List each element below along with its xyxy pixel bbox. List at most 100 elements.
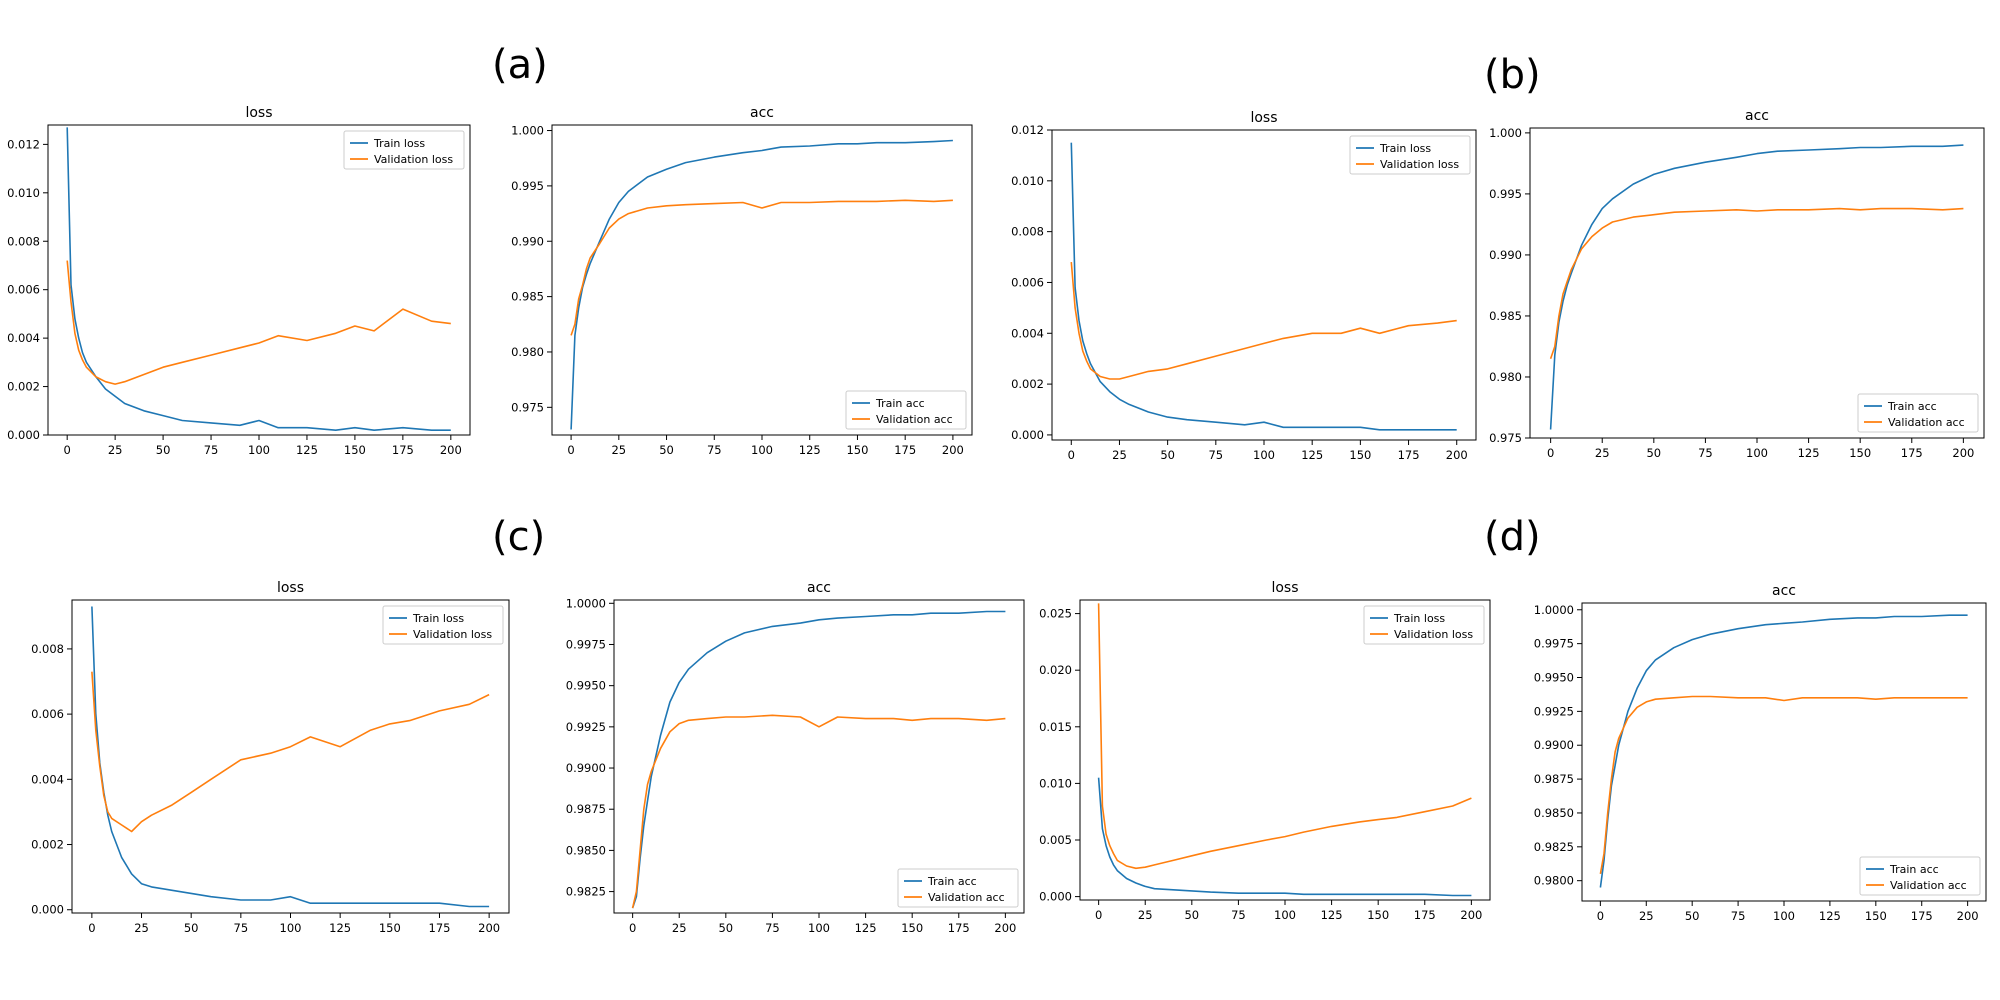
x-tick-label: 100 [1746, 446, 1768, 460]
x-tick-label: 150 [379, 921, 401, 935]
y-tick-label: 0.990 [511, 234, 544, 248]
legend-box [897, 868, 1019, 908]
x-tick-label: 175 [894, 443, 916, 457]
x-tick-label: 75 [234, 921, 249, 935]
chart-7: loss 0 25 50 75 100 125 150 175 200 0.000 0.005 0.01… [1039, 580, 1491, 922]
x-tick-label: 100 [808, 921, 830, 935]
series-line-validation [66, 260, 451, 385]
x-tick-label: 125 [1321, 908, 1343, 922]
x-tick-label: 100 [248, 443, 270, 457]
chart-2: acc 0 25 50 75 100 125 150 175 200 0.975 0.980 0.985… [511, 105, 973, 457]
x-tick-label: 200 [942, 443, 964, 457]
charts-container: loss 0 25 50 75 100 125 150 175 200 0.000 0.002 0.00… [7, 105, 1987, 935]
y-tick-label: 0.9875 [566, 802, 606, 816]
panel-label-a: (a) [492, 42, 548, 88]
x-tick-label: 175 [948, 921, 970, 935]
legend-label-validation: Validation loss [1394, 628, 1473, 641]
y-tick-label: 0.985 [1489, 309, 1522, 323]
series-line-validation [1599, 695, 1968, 875]
x-tick-label: 75 [1698, 446, 1713, 460]
y-tick-label: 1.000 [511, 124, 544, 138]
legend-label-train: Train loss [412, 612, 464, 625]
x-tick-label: 200 [1952, 446, 1974, 460]
y-tick-label: 0.9875 [1534, 772, 1574, 786]
x-tick-label: 100 [1253, 448, 1275, 462]
y-tick-label: 0.025 [1039, 607, 1072, 621]
y-tick-label: 0.006 [1011, 275, 1044, 289]
x-tick-label: 175 [1901, 446, 1923, 460]
x-tick-label: 150 [1865, 909, 1887, 923]
x-tick-label: 175 [1398, 448, 1420, 462]
y-tick-label: 0.008 [31, 642, 64, 656]
x-tick-label: 0 [629, 921, 636, 935]
y-tick-label: 1.0000 [566, 596, 606, 610]
x-tick-label: 125 [1301, 448, 1323, 462]
panel-label-b: (b) [1484, 52, 1541, 98]
plot-frame [1051, 129, 1477, 441]
chart-title: loss [245, 105, 272, 121]
y-tick-label: 0.012 [7, 137, 40, 151]
x-tick-label: 150 [1349, 448, 1371, 462]
x-tick-label: 175 [392, 443, 414, 457]
x-tick-label: 50 [659, 443, 674, 457]
legend-box [845, 390, 967, 430]
x-tick-label: 150 [1367, 908, 1389, 922]
chart-8: acc 0 25 50 75 100 125 150 175 200 0.9800 0.9825 0.9… [1534, 583, 1987, 923]
chart-1: loss 0 25 50 75 100 125 150 175 200 0.000 0.002 0.00… [7, 105, 471, 457]
x-tick-label: 175 [429, 921, 451, 935]
x-tick-label: 0 [88, 921, 95, 935]
x-tick-label: 0 [1068, 448, 1075, 462]
series-line-validation [91, 671, 490, 833]
chart-3: loss 0 25 50 75 100 125 150 175 200 0.000 0.002 0.00… [1011, 110, 1477, 462]
legend-label-train: Train acc [1889, 863, 1939, 876]
legend-label-validation: Validation loss [413, 628, 492, 641]
chart-5: loss 0 25 50 75 100 125 150 175 200 0.000 0.002 0.00… [31, 580, 510, 935]
y-tick-label: 0.002 [7, 380, 40, 394]
y-tick-label: 0.990 [1489, 248, 1522, 262]
y-tick-label: 0.004 [7, 331, 40, 345]
y-tick-label: 0.010 [1011, 174, 1044, 188]
y-tick-label: 0.000 [1011, 428, 1044, 442]
x-tick-label: 150 [901, 921, 923, 935]
series-line-train [1549, 144, 1964, 430]
chart-6: acc 0 25 50 75 100 125 150 175 200 0.9825 0.9850 0.9… [566, 580, 1025, 935]
x-tick-label: 50 [1184, 908, 1199, 922]
x-tick-label: 75 [1231, 908, 1246, 922]
series-line-train [1070, 142, 1457, 431]
chart-title: acc [750, 105, 774, 121]
y-tick-label: 0.005 [1039, 833, 1072, 847]
chart-title: loss [1271, 580, 1298, 596]
x-tick-label: 200 [1446, 448, 1468, 462]
y-tick-label: 0.020 [1039, 663, 1072, 677]
x-tick-label: 200 [994, 921, 1016, 935]
series-line-train [1097, 777, 1472, 897]
x-tick-label: 150 [344, 443, 366, 457]
x-tick-label: 0 [64, 443, 71, 457]
x-tick-label: 50 [156, 443, 171, 457]
series-line-validation [1097, 603, 1472, 870]
x-tick-label: 100 [1773, 909, 1795, 923]
series-line-train [570, 139, 953, 430]
chart-title: acc [1772, 583, 1796, 599]
x-tick-label: 25 [108, 443, 123, 457]
x-tick-label: 75 [204, 443, 219, 457]
chart-title: loss [277, 580, 304, 596]
y-tick-label: 1.0000 [1534, 603, 1574, 617]
y-tick-label: 0.010 [1039, 776, 1072, 790]
y-tick-label: 0.9950 [566, 679, 606, 693]
x-tick-label: 50 [718, 921, 733, 935]
x-tick-label: 100 [751, 443, 773, 457]
x-tick-label: 200 [1460, 908, 1482, 922]
y-tick-label: 0.004 [31, 772, 64, 786]
x-tick-label: 0 [1597, 909, 1604, 923]
x-tick-label: 175 [1414, 908, 1436, 922]
x-tick-label: 75 [707, 443, 722, 457]
x-tick-label: 25 [1595, 446, 1610, 460]
legend-box [1349, 135, 1471, 175]
y-tick-label: 0.002 [31, 838, 64, 852]
x-tick-label: 125 [1798, 446, 1820, 460]
x-tick-label: 75 [1731, 909, 1746, 923]
x-tick-label: 150 [846, 443, 868, 457]
legend-label-validation: Validation loss [1380, 158, 1459, 171]
y-tick-label: 0.9900 [566, 761, 606, 775]
